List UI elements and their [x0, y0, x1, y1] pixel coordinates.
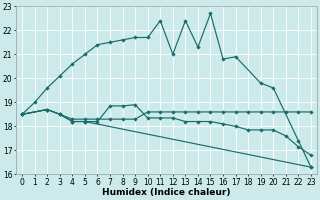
- X-axis label: Humidex (Indice chaleur): Humidex (Indice chaleur): [102, 188, 231, 197]
